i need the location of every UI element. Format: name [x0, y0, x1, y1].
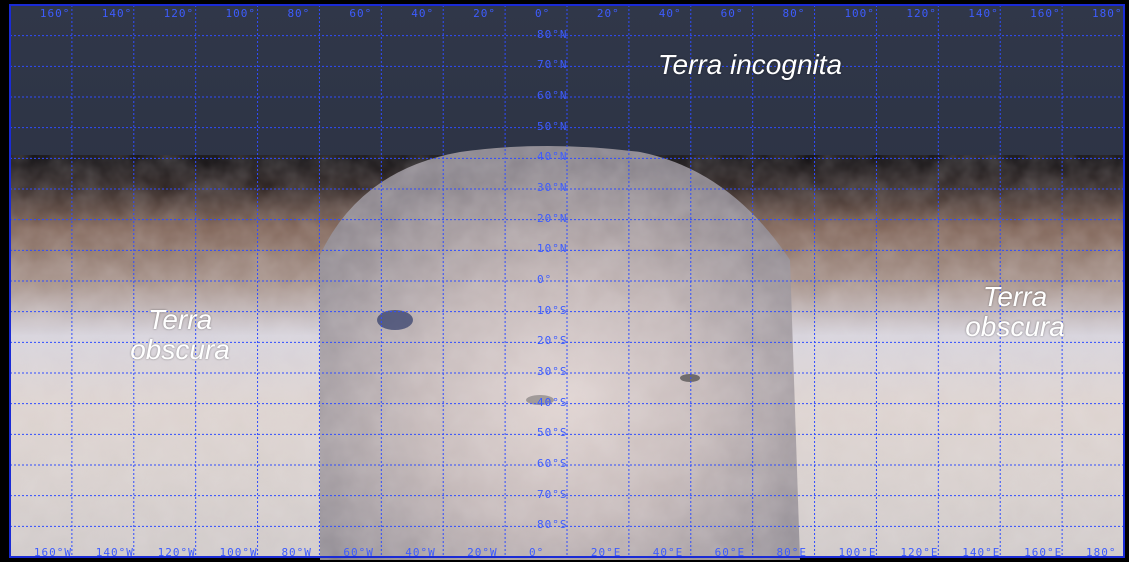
latitude-tick: 80°S	[537, 518, 568, 532]
longitude-tick-top: 140°	[101, 7, 133, 20]
longitude-tick-top: 60°	[349, 7, 373, 20]
longitude-tick-bottom: 40°E	[652, 546, 684, 559]
latitude-tick: 80°N	[537, 27, 568, 41]
longitude-tick-bottom: 180°	[1086, 546, 1117, 559]
longitude-tick-top: 60°	[720, 7, 744, 20]
longitude-tick-bottom: 120°W	[157, 546, 196, 559]
longitude-tick-bottom: 120°E	[900, 546, 939, 559]
latitude-tick: 70°N	[537, 58, 568, 72]
longitude-tick-top: 120°	[163, 7, 195, 20]
terra-incognita-label: Terra incognita	[657, 49, 843, 80]
longitude-tick-bottom: 20°E	[590, 546, 622, 559]
longitude-tick-bottom: 100°W	[219, 546, 258, 559]
dark-spot	[526, 395, 554, 405]
latitude-tick: 10°S	[537, 303, 568, 317]
longitude-tick-top: 20°	[596, 7, 620, 20]
latitude-tick: 50°N	[537, 119, 568, 133]
longitude-tick-bottom: 0°	[529, 546, 545, 559]
latitude-tick: 10°N	[537, 242, 568, 256]
longitude-tick-bottom: 100°E	[838, 546, 877, 559]
latitude-tick: 20°S	[537, 334, 568, 348]
graticule	[9, 5, 1125, 557]
longitude-tick-bottom: 140°W	[95, 546, 134, 559]
longitude-tick-bottom: 40°W	[405, 546, 436, 559]
longitude-tick-bottom: 60°W	[343, 546, 374, 559]
latitude-tick: 20°N	[537, 211, 568, 225]
longitude-tick-top: 140°	[968, 7, 999, 20]
longitude-tick-top: 180°	[1092, 7, 1123, 20]
longitude-tick-top: 80°	[782, 7, 806, 20]
longitude-tick-bottom: 160°E	[1024, 546, 1063, 559]
mapped-cap-texture	[320, 146, 800, 560]
terra-obscura-right-label: Terra obscura	[945, 282, 1085, 342]
longitude-tick-bottom: 20°W	[467, 546, 498, 559]
latitude-tick: 50°S	[537, 426, 568, 440]
latitude-tick: 40°N	[537, 150, 568, 164]
longitude-tick-top: 120°	[906, 7, 937, 20]
terra-obscura-left-line2: obscura	[130, 334, 230, 365]
terra-obscura-left-line1: Terra	[147, 304, 213, 335]
latitude-tick: 30°S	[537, 365, 568, 378]
terra-obscura-left-label: Terra obscura	[110, 305, 250, 365]
longitude-tick-top: 160°	[39, 7, 71, 20]
longitude-tick-bottom: 80°W	[281, 546, 312, 559]
latitude-tick: 30°N	[537, 181, 568, 194]
longitude-tick-top: 40°	[658, 7, 682, 20]
longitude-tick-top: 40°	[411, 7, 435, 20]
longitude-tick-top: 160°	[1030, 7, 1061, 20]
longitude-tick-top: 20°	[473, 7, 496, 20]
map-border	[9, 4, 1125, 558]
dark-spot	[377, 310, 413, 330]
longitude-tick-top: 100°	[844, 7, 875, 20]
latitude-tick: 40°S	[537, 395, 568, 409]
latitude-tick: 70°S	[537, 487, 568, 501]
terra-obscura-right-line2: obscura	[965, 311, 1065, 342]
latitude-tick: 60°S	[537, 457, 568, 470]
longitude-tick-bottom: 140°E	[962, 546, 1001, 559]
longitude-tick-bottom: 60°E	[714, 546, 746, 559]
latitude-tick: 0°	[537, 273, 553, 286]
longitude-tick-bottom: 80°E	[776, 546, 808, 559]
longitude-tick-top: 0°	[535, 7, 551, 20]
longitude-tick-bottom: 160°W	[33, 546, 72, 559]
latitude-tick: 60°N	[537, 89, 568, 102]
longitude-tick-top: 100°	[225, 7, 257, 20]
terra-obscura-right-line1: Terra	[982, 281, 1048, 312]
dark-spot	[680, 374, 700, 382]
longitude-tick-top: 80°	[287, 7, 311, 20]
